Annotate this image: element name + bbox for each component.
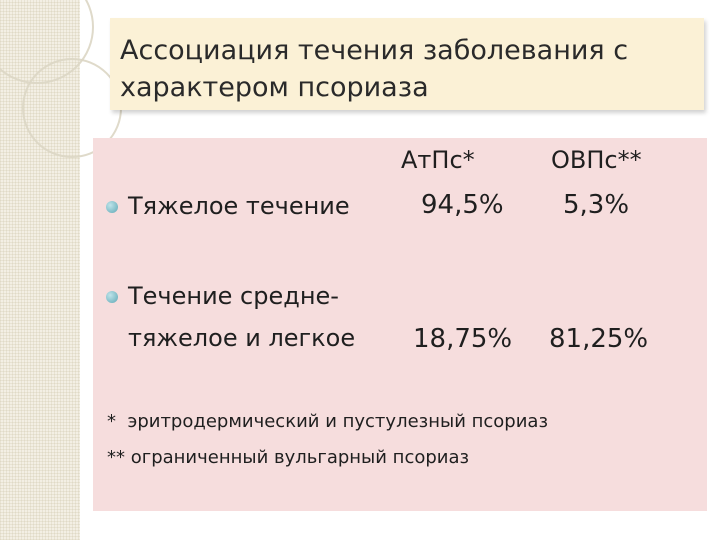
round-bullet-icon [106,291,118,303]
content-panel: АтПс* ОВПс** Тяжелое течение 94,5% 5,3% … [93,138,707,511]
value-moderate-ovps: 81,25% [549,324,649,354]
row-label-moderate-line1: Течение средне- [128,282,339,310]
slide-title: Ассоциация течения заболевания с характе… [120,32,690,106]
value-severe-atps: 94,5% [421,190,504,220]
column-header-ovps: ОВПс** [551,146,642,174]
footnote-1: * эритродермический и пустулезный псориа… [107,411,549,432]
footnote-2: ** ограниченный вульгарный псориаз [107,447,470,468]
row-label-moderate-line2: тяжелое и легкое [128,324,356,352]
title-line-2: характером псориаза [120,72,429,103]
round-bullet-icon [106,201,118,213]
title-box: Ассоциация течения заболевания с характе… [110,18,704,110]
value-severe-ovps: 5,3% [563,190,630,220]
title-line-1: Ассоциация течения заболевания с [120,35,629,66]
row-label-severe: Тяжелое течение [128,192,350,220]
value-moderate-atps: 18,75% [413,324,513,354]
column-header-atps: АтПс* [401,146,475,174]
